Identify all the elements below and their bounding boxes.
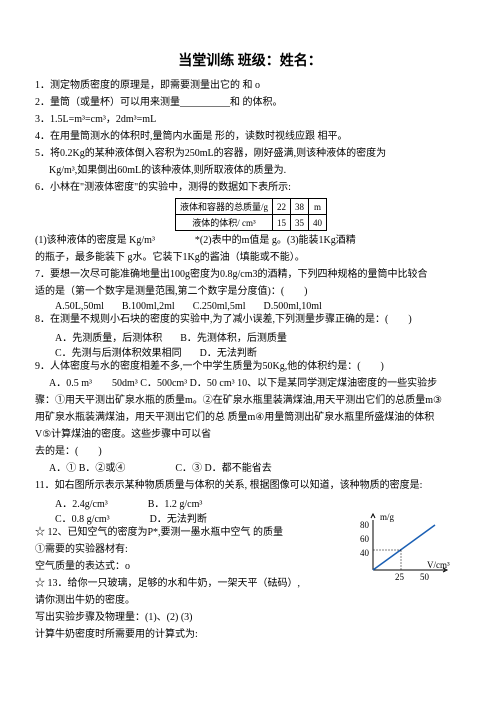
q13b: 请你测出牛奶的密度。 <box>35 593 465 609</box>
page-title: 当堂训练 班级：姓名： <box>35 50 465 70</box>
q9c: 用矿泉水瓶装满煤油，用天平测出它们的总 质量m④用量筒测出矿泉水瓶里所盛煤油的体… <box>35 410 465 426</box>
q1: 1．测定物质密度的原理是，即需要测量出它的 和 o <box>35 78 465 94</box>
xtick: 25 <box>395 572 405 582</box>
opt-d: D．无法判断 <box>150 510 207 525</box>
q9: 9．人体密度与水的密度相差不多,一个中学生质量为50Kg,他的体积约是：( ) <box>35 359 465 375</box>
xlabel: V/cm³ <box>427 560 450 570</box>
opt-b: B．先测体积，后测质量 <box>180 329 287 344</box>
q3: 3．1.5L=m³=cm³，2dm³=mL <box>35 112 465 128</box>
table-cell: 22 <box>273 199 291 215</box>
y-arrow <box>371 514 375 518</box>
table-cell: 液体的体积/ cm³ <box>176 215 273 231</box>
data-line <box>373 525 435 570</box>
q2: 2．量筒（或量杯）可以用来测量__________和 的体积。 <box>35 95 465 111</box>
opt-d: D.500ml,10ml <box>263 301 321 312</box>
q7b: 适的是（第一个数字是测量范围,第二个数字是分度值)：( ) <box>35 284 465 300</box>
q10: 去的是：( ) <box>35 444 465 460</box>
q9d: V⑤计算煤油的密度。这些步骤中可以省 <box>35 427 465 443</box>
q7: 7．要想一次尽可能准确地量出100g密度为0.8g/cm3的酒精，下列四种规格的… <box>35 267 465 283</box>
table-cell: m <box>309 199 327 215</box>
opt-b: B.100ml,2ml <box>122 301 175 312</box>
q5: 5．将0.2Kg的某种液体倒入容积为250mL的容器，刚好盛满,则该种液体的密度… <box>35 146 465 162</box>
ytick: 40 <box>360 548 370 558</box>
q11-options: A．2.4g/cm³ B．1.2 g/cm³ <box>35 495 465 510</box>
q10-opt: A．① B．②或④ C．③ D．都不能省去 <box>35 461 465 477</box>
table-cell: 15 <box>273 215 291 231</box>
line-chart: m/g 80 60 40 25 50 V/cm³ <box>345 510 455 590</box>
table-row: 液体的体积/ cm³ 15 35 40 <box>176 215 327 231</box>
ytick: 80 <box>360 520 370 530</box>
q7-options: A.50L,50ml B.100ml,2ml C.250ml,5ml D.500… <box>35 301 465 312</box>
xtick: 50 <box>420 572 430 582</box>
table-cell: 液体和容器的总质量/g <box>176 199 273 215</box>
q13d: 计算牛奶密度时所需要用的计算式为: <box>35 627 465 643</box>
q8-options2: C．先测与后测体积效果相同 D．无法判断 <box>35 344 465 359</box>
opt-d: D．无法判断 <box>200 344 257 359</box>
data-table: 液体和容器的总质量/g 22 38 m 液体的体积/ cm³ 15 35 40 <box>175 198 327 231</box>
q8: 8．在测量不规则小石块的密度的实验中,为了减小误差,下列测量步骤正确的是：( ) <box>35 312 465 328</box>
opt-a: A.50L,50ml <box>55 301 104 312</box>
q6: 6．小林在"测液体密度"的实验中，测得的数据如下表所示: <box>35 180 465 196</box>
opt-a: A．2.4g/cm³ <box>55 495 108 510</box>
q6-2: 的瓶子，最多能装下 g水。它装下1Kg的酱油（填能或不能）。 <box>35 250 465 266</box>
q4: 4．在用量筒测水的体积时,量筒内水面是 形的，读数时视线应跟 相平。 <box>35 129 465 145</box>
opt-c: C．先测与后测体积效果相同 <box>55 344 182 359</box>
q13c: 写出实验步骤及物理量：(1)、(2) (3) <box>35 610 465 626</box>
table-cell: 38 <box>291 199 309 215</box>
opt-c: C．0.8 g/cm³ <box>55 510 110 525</box>
q5b: Kg/m³,如果倒出60mL的该种液体,则所取液体的质量为. <box>35 163 465 179</box>
chart-svg: m/g 80 60 40 25 50 V/cm³ <box>345 510 455 590</box>
opt-b: B．1.2 g/cm³ <box>148 495 203 510</box>
ylabel: m/g <box>380 512 395 522</box>
ytick: 60 <box>360 534 370 544</box>
table-cell: 35 <box>291 215 309 231</box>
q8-options: A．先测质量，后测体积 B．先测体积，后测质量 <box>35 329 465 344</box>
table-row: 液体和容器的总质量/g 22 38 m <box>176 199 327 215</box>
q9-opt: A．0.5 m³ 50dm³ C．500cm³ D．50 cm³ 10、以下是某… <box>35 376 465 392</box>
q11: 11．如右图所示表示某种物质质量与体积的关系, 根据图像可以知道，该种物质的密度… <box>35 478 465 494</box>
q6-1: (1)该种液体的密度是 Kg/m³ *(2)表中的m值是 g。(3)能装1Kg酒… <box>35 233 465 249</box>
opt-a: A．先测质量，后测体积 <box>55 329 162 344</box>
opt-c: C.250ml,5ml <box>193 301 246 312</box>
q9b: 骤：①用天平测出矿泉水瓶的质量m。②在矿泉水瓶里装满煤油,用天平测出它们的总质量… <box>35 393 465 409</box>
table-cell: 40 <box>309 215 327 231</box>
